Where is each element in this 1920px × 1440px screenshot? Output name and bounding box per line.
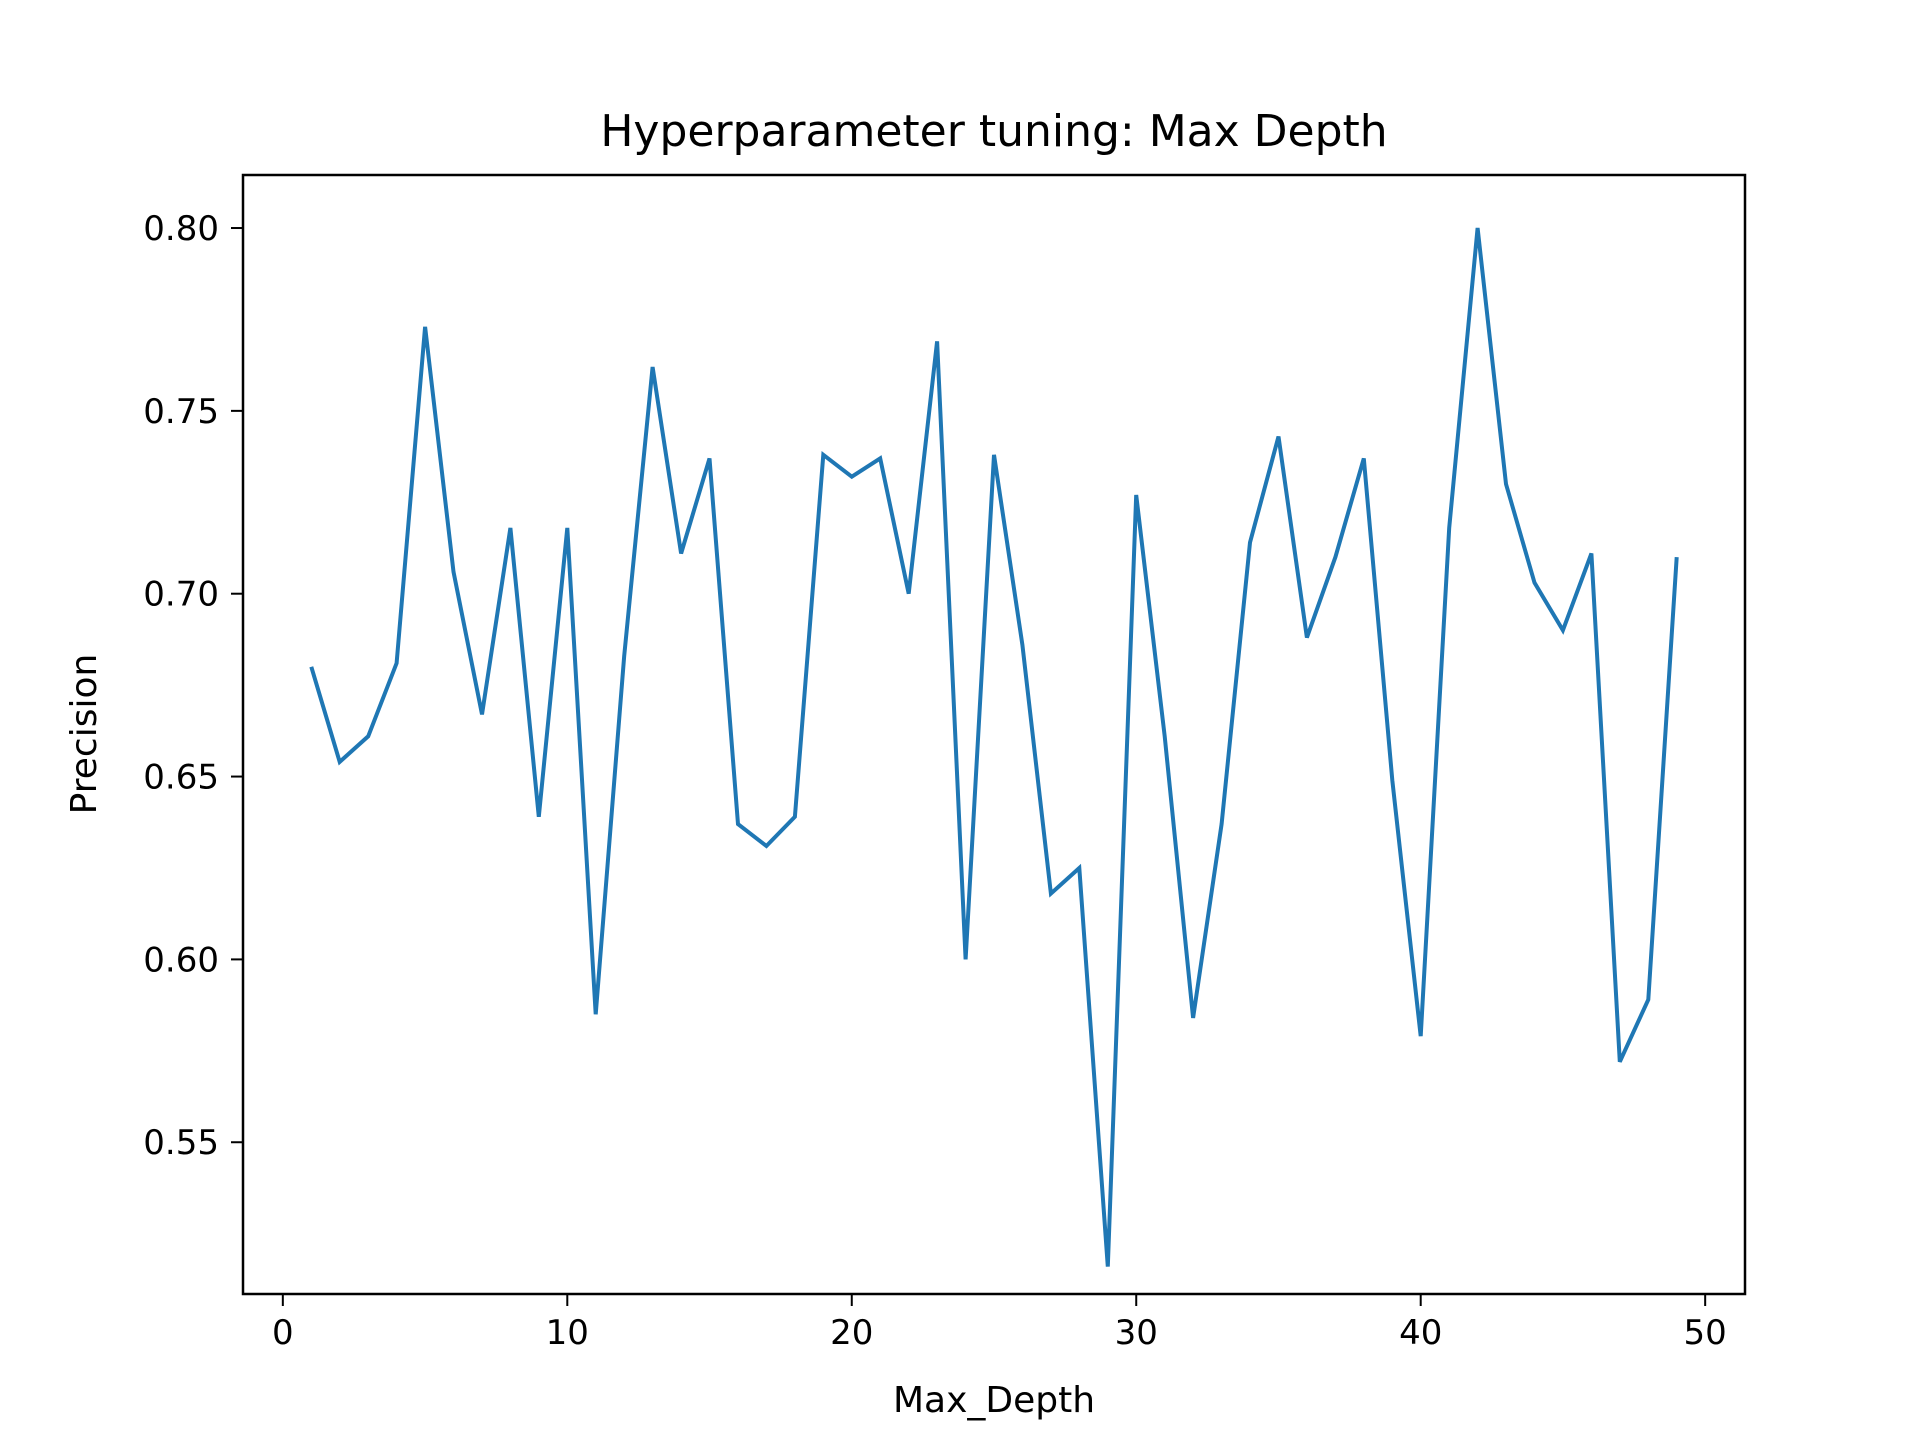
x-tick-label: 30 xyxy=(1115,1313,1158,1353)
y-axis-ticks: 0.55 0.60 0.65 0.70 0.75 0.80 xyxy=(143,209,243,1163)
plot-frame xyxy=(241,173,1747,1296)
x-tick-label: 40 xyxy=(1399,1313,1442,1353)
x-tick-label: 0 xyxy=(272,1313,294,1353)
series-layer xyxy=(309,227,1679,1267)
chart-title: Hyperparameter tuning: Max Depth xyxy=(600,106,1387,157)
y-tick-label: 0.70 xyxy=(143,575,219,615)
x-tick-label: 10 xyxy=(546,1313,589,1353)
y-tick-label: 0.55 xyxy=(143,1123,219,1163)
y-tick-label: 0.75 xyxy=(143,392,219,432)
x-tick-label: 50 xyxy=(1684,1313,1727,1353)
y-axis-label: Precision xyxy=(64,654,105,815)
y-tick-label: 0.65 xyxy=(143,758,219,798)
series-line xyxy=(309,227,1679,1267)
x-axis-ticks: 0 10 20 30 40 50 xyxy=(272,1294,1727,1353)
x-axis-label: Max_Depth xyxy=(893,1380,1095,1421)
x-tick-label: 20 xyxy=(830,1313,873,1353)
y-tick-label: 0.60 xyxy=(143,940,219,980)
y-tick-label: 0.80 xyxy=(143,209,219,249)
